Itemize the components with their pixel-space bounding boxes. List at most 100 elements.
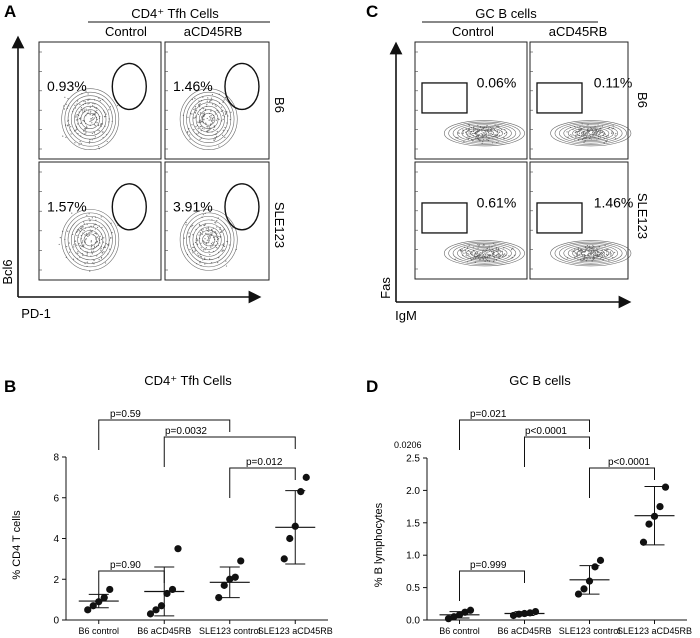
x-tick-label: SLE123 control <box>559 626 621 636</box>
facs-event-dot <box>192 246 194 249</box>
facs-event-dot <box>209 234 211 236</box>
facs-event-dot <box>214 113 217 115</box>
facs-event-dot <box>201 116 203 118</box>
facs-event-dot <box>225 113 227 115</box>
facs-event-dot <box>100 123 102 125</box>
facs-event-dot <box>95 232 97 234</box>
data-point <box>152 606 160 614</box>
facs-event-dot <box>212 237 215 239</box>
comparison-bracket <box>459 570 525 601</box>
facs-event-dot <box>498 253 501 255</box>
facs-gate-percent: 1.46% <box>173 78 213 94</box>
facs-event-dot <box>77 251 79 253</box>
facs-event-dot <box>475 252 477 254</box>
data-point <box>231 573 239 581</box>
facs-event-dot <box>103 251 105 253</box>
facs-event-dot <box>483 133 485 135</box>
facs-contour-ring <box>470 248 499 258</box>
facs-event-dot <box>83 108 85 110</box>
facs-event-dot <box>104 246 106 249</box>
facs-event-dot <box>206 100 208 102</box>
comparison-bracket <box>98 419 231 450</box>
facs-event-dot <box>480 252 482 254</box>
facs-event-dot <box>186 132 189 134</box>
facs-event-dot <box>197 128 199 130</box>
facs-event-dot <box>571 250 573 252</box>
facs-contour-ring <box>182 212 235 268</box>
facs-event-dot <box>99 100 101 102</box>
facs-event-dot <box>216 130 218 133</box>
facs-event-dot <box>577 247 580 249</box>
facs-event-dot <box>83 244 85 246</box>
facs-event-dot <box>230 111 232 113</box>
facs-plot-c-0-0: 0.06% <box>414 41 528 160</box>
facs-contour-ring <box>457 244 512 263</box>
facs-event-dot <box>96 118 98 121</box>
facs-event-dot <box>195 110 198 112</box>
facs-event-dot <box>511 249 513 251</box>
facs-event-dot <box>209 254 211 256</box>
facs-event-dot <box>467 252 469 255</box>
facs-event-dot <box>463 141 465 143</box>
facs-event-dot <box>199 224 201 226</box>
facs-event-dot <box>78 230 80 232</box>
facs-event-dot <box>570 134 572 136</box>
facs-event-dot <box>460 251 462 253</box>
facs-event-dot <box>594 253 596 255</box>
facs-event-dot <box>478 253 480 256</box>
facs-event-dot <box>83 221 85 223</box>
facs-event-dot <box>202 230 204 232</box>
facs-event-dot <box>77 252 79 255</box>
facs-event-dot <box>81 109 83 111</box>
facs-event-dot <box>75 116 77 118</box>
facs-event-dot <box>96 109 98 112</box>
panel-c-col-control: Control <box>452 24 494 39</box>
facs-event-dot <box>497 130 499 132</box>
facs-event-dot <box>595 253 597 255</box>
data-point <box>215 593 223 602</box>
facs-event-dot <box>75 119 78 121</box>
facs-event-dot <box>471 253 473 255</box>
facs-contour-ring <box>74 223 107 257</box>
facs-event-dot <box>202 249 205 251</box>
facs-event-dot <box>205 228 207 230</box>
facs-event-dot <box>76 128 78 131</box>
facs-event-dot <box>106 140 108 143</box>
facs-event-dot <box>202 259 204 261</box>
facs-event-dot <box>589 250 591 252</box>
facs-event-dot <box>467 138 469 140</box>
facs-event-dot <box>104 262 107 264</box>
y-tick-label: 0.5 <box>406 583 420 594</box>
facs-event-dot <box>498 250 500 252</box>
facs-event-dot <box>487 134 489 136</box>
facs-gate-rect <box>421 202 468 234</box>
facs-plot-a-1-1: 3.91% <box>164 161 270 281</box>
facs-event-dot <box>80 227 82 230</box>
facs-contour-ring <box>182 91 235 147</box>
facs-event-dot <box>63 108 66 110</box>
facs-event-dot <box>92 117 94 119</box>
facs-event-dot <box>82 226 84 228</box>
facs-event-dot <box>205 243 207 245</box>
y-tick-label: 4 <box>53 534 59 545</box>
facs-event-dot <box>479 126 482 128</box>
facs-event-dot <box>484 254 487 256</box>
facs-event-dot <box>89 106 91 108</box>
data-point <box>461 608 469 616</box>
facs-event-dot <box>567 136 569 138</box>
facs-event-dot <box>209 101 211 103</box>
facs-event-dot <box>502 254 504 256</box>
facs-event-dot <box>204 248 206 251</box>
facs-event-dot <box>76 244 78 246</box>
facs-event-dot <box>208 241 210 243</box>
panel-c-header: GC B cells <box>475 6 537 21</box>
facs-event-dot <box>66 125 69 127</box>
facs-event-dot <box>78 229 80 231</box>
facs-event-dot <box>198 104 200 106</box>
facs-event-dot <box>601 253 603 255</box>
facs-event-dot <box>77 100 79 102</box>
facs-event-dot <box>476 132 478 135</box>
panel-a-row-b6: B6 <box>272 97 287 113</box>
facs-event-dot <box>203 119 205 121</box>
facs-event-dot <box>222 229 224 232</box>
